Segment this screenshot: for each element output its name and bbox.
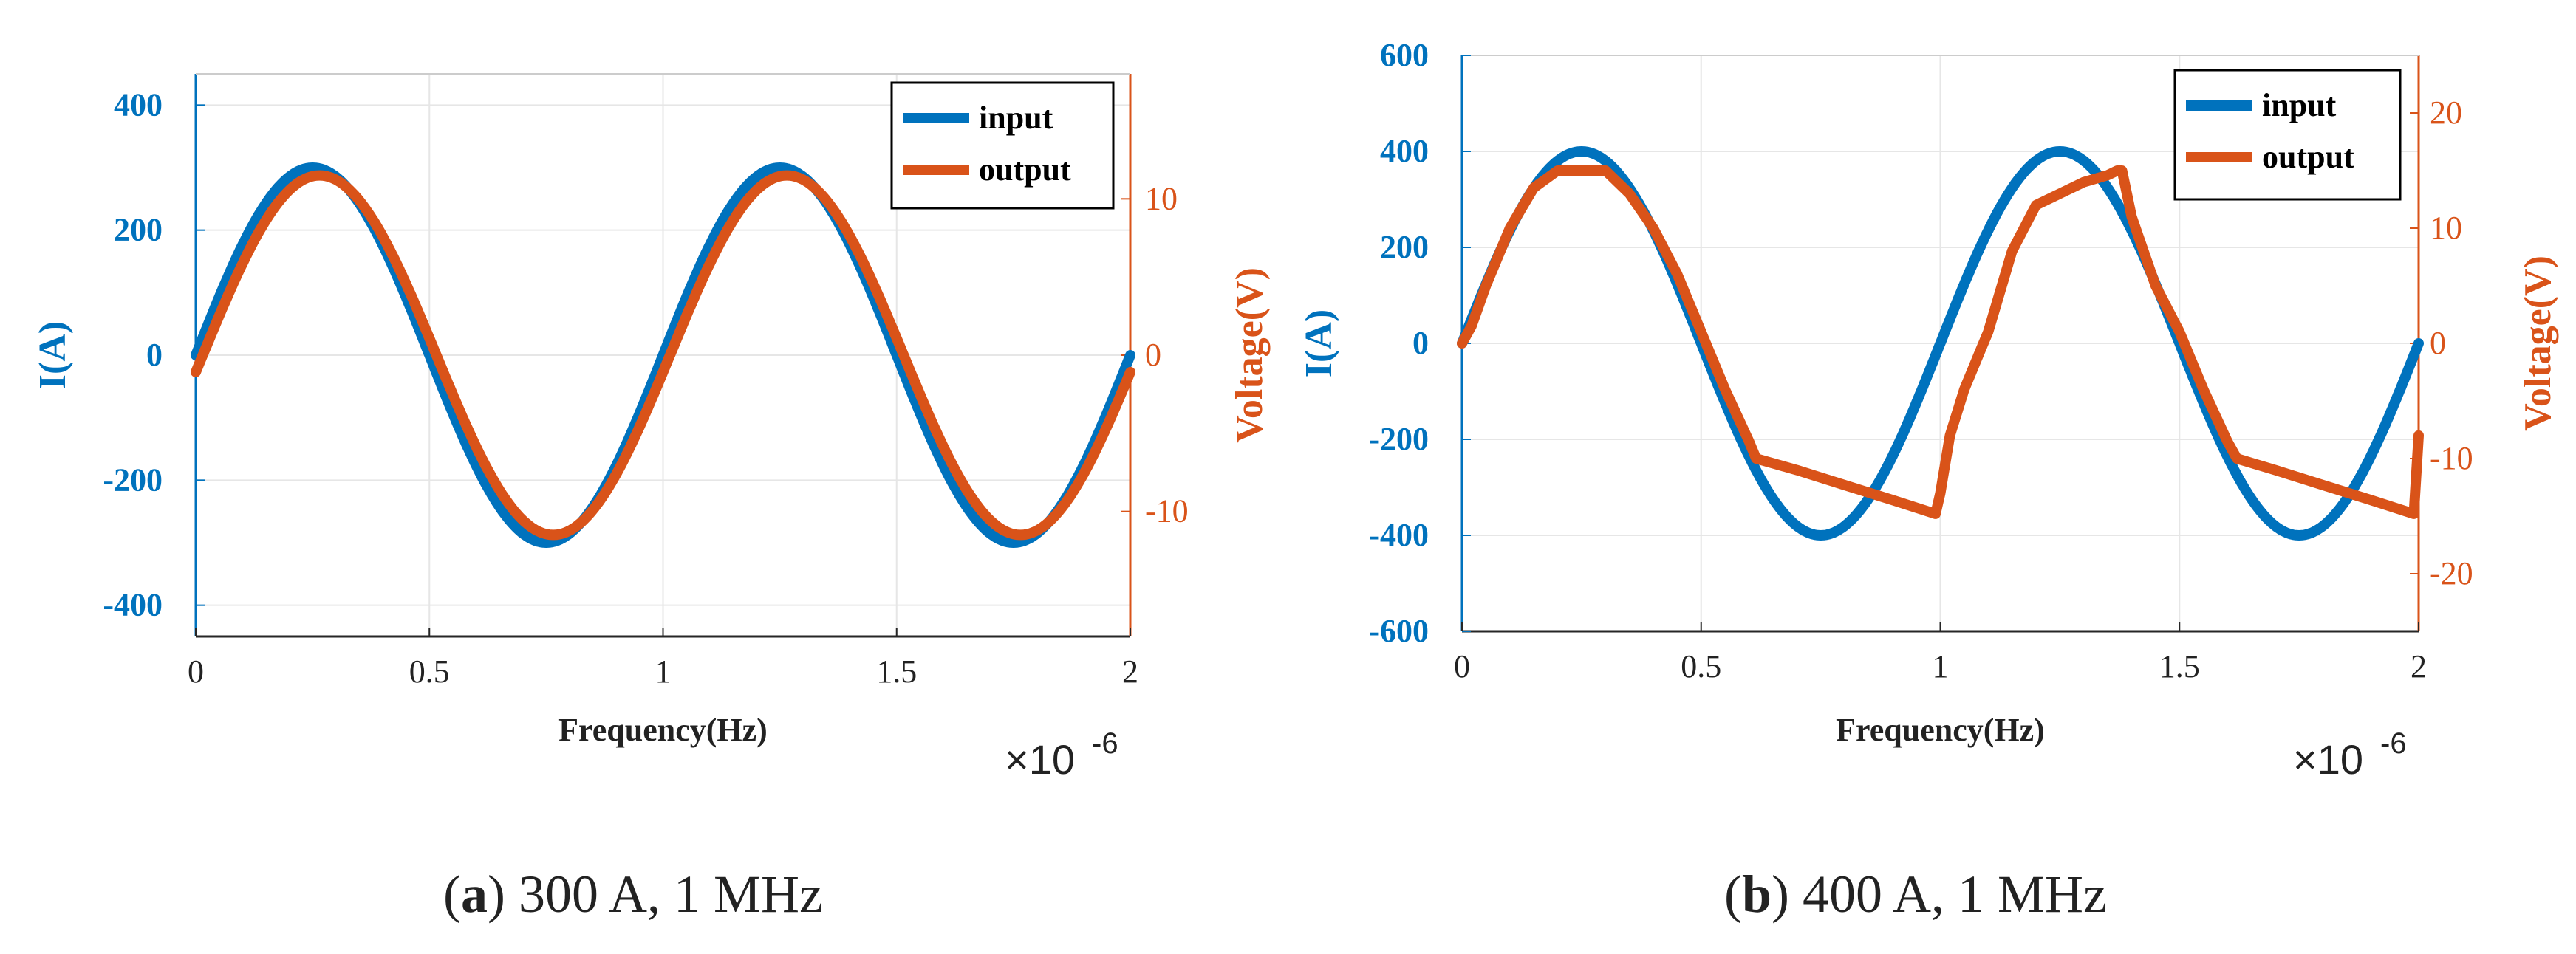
y-right-tick-label: 10 <box>2430 210 2462 246</box>
y-left-tick-label: 200 <box>114 212 163 248</box>
x-tick-label: 1.5 <box>2159 648 2200 684</box>
legend-label-input: input <box>979 100 1053 136</box>
y-axis-left-label: I(A) <box>1298 309 1340 377</box>
x-tick-label: 0 <box>1454 648 1470 684</box>
y-right-tick-label: 20 <box>2430 95 2462 131</box>
y-left-tick-label: 0 <box>1412 325 1429 361</box>
legend: input output <box>890 81 1115 210</box>
y-left-tick-label: -200 <box>1369 421 1429 457</box>
x-multiplier: ×10 <box>1005 736 1075 783</box>
x-tick-label: 1 <box>1933 648 1949 684</box>
caption-a-text: 300 A, 1 MHz <box>518 865 823 924</box>
x-tick-label: 1.5 <box>876 653 917 690</box>
y-axis-right-label: Voltage(V) <box>1229 267 1271 443</box>
legend-box <box>2173 69 2402 201</box>
y-left-tick-label: 400 <box>1380 133 1429 169</box>
panel-a: 0 0.5 1 1.5 2 400 200 0 -200 -400 10 0 -10 I(A) Voltag… <box>32 73 1271 924</box>
panel-b: 0 0.5 1 1.5 2 600 400 200 0 -200 -400 -600 20 10 0 -10 -… <box>1288 0 2576 954</box>
x-axis-label: Frequency(Hz) <box>558 712 768 748</box>
x-tick-label: 1 <box>655 653 672 690</box>
y-right-tick-label: 0 <box>2430 325 2446 361</box>
y-left-tick-label: -200 <box>103 461 163 498</box>
legend-box <box>890 81 1115 210</box>
y-left-tick-label: 200 <box>1380 229 1429 265</box>
legend-label-output: output <box>2262 139 2354 175</box>
x-axis-label: Frequency(Hz) <box>1836 712 2045 748</box>
y-left-tick-label: -600 <box>1369 613 1429 649</box>
y-right-tick-label: 10 <box>1145 180 1178 216</box>
x-multiplier: ×10 <box>2293 736 2363 783</box>
series-line-output <box>191 170 1135 541</box>
chart-b: 0 0.5 1 1.5 2 600 400 200 0 -200 -400 -600 20 10 0 -10 -… <box>1298 37 2559 783</box>
caption-b-text: 400 A, 1 MHz <box>1803 865 2108 924</box>
legend-label-input: input <box>2262 87 2337 123</box>
legend: input output <box>2173 69 2402 201</box>
y-right-tick-label: -20 <box>2430 555 2473 591</box>
series-line-output <box>1457 165 2424 519</box>
x-exponent: -6 <box>2380 727 2407 760</box>
y-left-tick-label: -400 <box>103 587 163 623</box>
y-left-tick-label: -400 <box>1369 517 1429 553</box>
legend-label-output: output <box>979 151 1071 188</box>
y-right-tick-label: 0 <box>1145 337 1161 373</box>
y-axis-right-label: Voltage(V) <box>2517 255 2559 431</box>
x-tick-label: 2 <box>2411 648 2427 684</box>
caption-a-letter: a <box>460 865 488 924</box>
x-tick-label: 2 <box>1122 653 1138 690</box>
y-left-tick-label: 400 <box>114 86 163 123</box>
y-right-tick-label: -10 <box>2430 440 2473 476</box>
caption-b: (b) 400 A, 1 MHz <box>1724 865 2108 924</box>
chart-a: 0 0.5 1 1.5 2 400 200 0 -200 -400 10 0 -10 I(A) Voltag… <box>32 73 1271 783</box>
x-tick-label: 0.5 <box>1681 648 1721 684</box>
caption-a: (a) 300 A, 1 MHz <box>443 865 823 924</box>
x-tick-label: 0.5 <box>409 653 450 690</box>
x-tick-label: 0 <box>188 653 204 690</box>
series-line-input <box>1457 146 2424 541</box>
x-exponent: -6 <box>1092 727 1118 760</box>
y-left-tick-label: 0 <box>146 337 163 373</box>
y-right-tick-label: -10 <box>1145 493 1189 529</box>
y-axis-left-label: I(A) <box>32 321 74 389</box>
y-left-tick-label: 600 <box>1380 37 1429 73</box>
caption-b-letter: b <box>1741 865 1772 924</box>
